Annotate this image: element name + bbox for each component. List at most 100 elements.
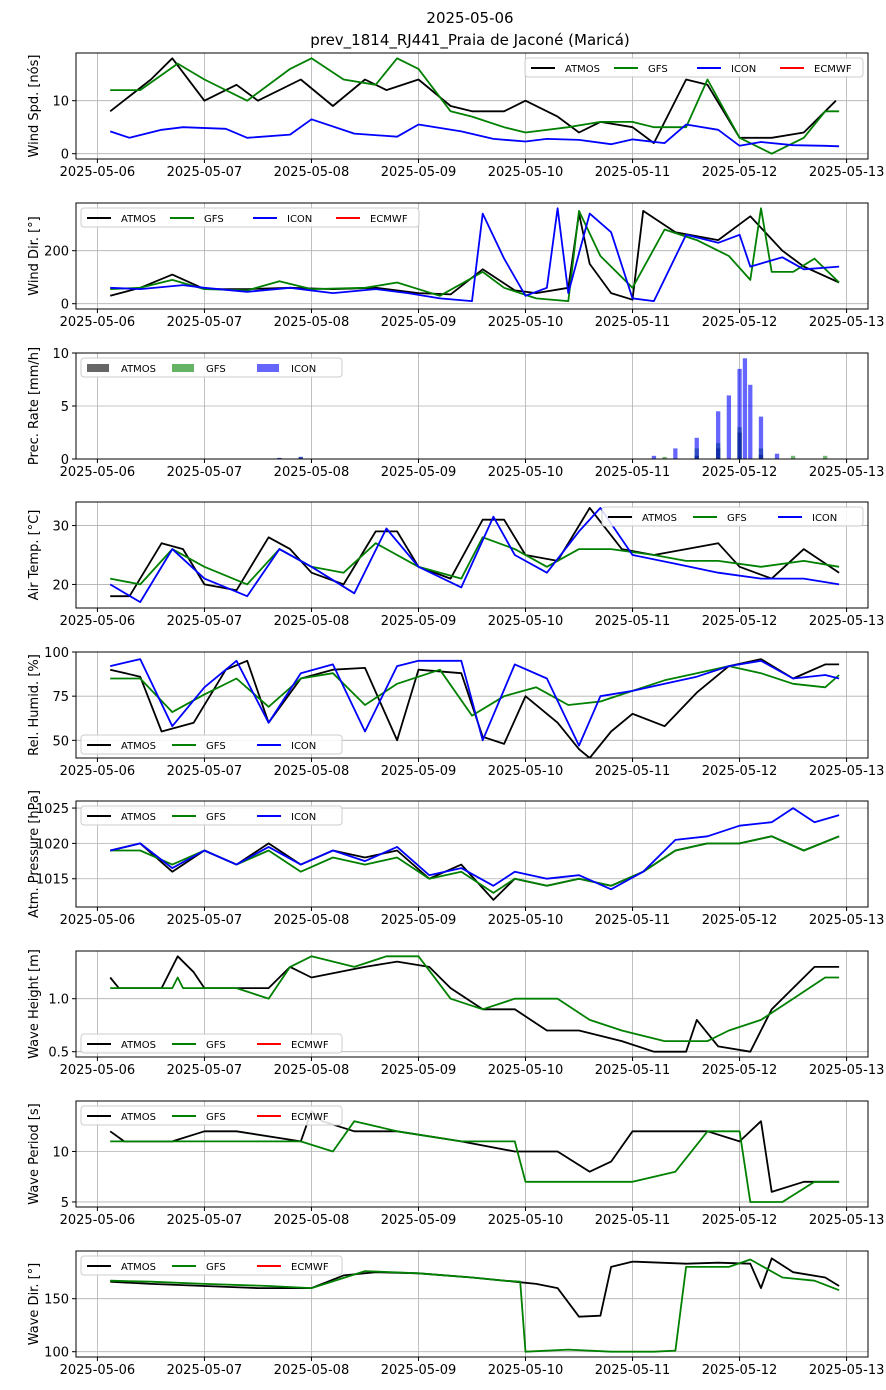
axes-frame xyxy=(75,52,869,160)
legend: ATMOS GFS ECMWF xyxy=(80,1033,343,1054)
series-line-icon xyxy=(110,207,840,302)
legend-label-gfs: GFS xyxy=(206,741,226,752)
x-tick-label: 2025-05-07 xyxy=(167,1213,243,1228)
x-tick-label: 2025-05-09 xyxy=(381,1063,457,1078)
legend-label-icon: ICON xyxy=(812,513,837,524)
axes-frame xyxy=(75,651,869,759)
x-tick-label: 2025-05-13 xyxy=(809,764,885,779)
y-tick-label: 100 xyxy=(44,1346,69,1361)
chart-panel-2: 2025-05-06 2025-05-07 2025-05-08 2025-05-09… xyxy=(27,202,885,330)
y-tick-label: 1025 xyxy=(36,802,69,817)
legend: ATMOS GFS ECMWF xyxy=(80,1105,343,1126)
y-axis-label: Wave Period [s] xyxy=(27,1103,42,1204)
chart-panel-5: 2025-05-06 2025-05-07 2025-05-08 2025-05-09… xyxy=(27,646,884,779)
x-tick-label: 2025-05-07 xyxy=(167,1363,243,1378)
y-tick-label: 200 xyxy=(44,245,69,260)
legend-label-icon: ICON xyxy=(291,741,316,752)
x-tick-label: 2025-05-10 xyxy=(488,913,564,928)
bar-icon xyxy=(716,411,721,459)
y-tick-label: 150 xyxy=(44,1293,69,1308)
y-tick-label: 1020 xyxy=(36,837,69,852)
legend-label-atmos: ATMOS xyxy=(121,741,156,752)
legend: ATMOS GFS ICON xyxy=(80,734,343,755)
x-tick-label: 2025-05-07 xyxy=(167,1063,243,1078)
x-tick-label: 2025-05-06 xyxy=(60,1363,136,1378)
x-tick-label: 2025-05-13 xyxy=(809,165,885,180)
y-axis-label: Wind Dir. [°] xyxy=(27,216,42,296)
x-tick-label: 2025-05-09 xyxy=(381,1213,457,1228)
y-tick-label: 100 xyxy=(44,646,69,661)
plot-area xyxy=(109,658,840,758)
series-line-gfs xyxy=(110,57,840,155)
legend-label-gfs: GFS xyxy=(206,1262,226,1273)
y-tick-label: 1.0 xyxy=(48,993,69,1008)
x-tick-label: 2025-05-09 xyxy=(381,764,457,779)
bar-icon xyxy=(298,456,303,459)
y-tick-label: 5 xyxy=(61,400,69,415)
plot-area xyxy=(109,1110,840,1203)
x-tick-label: 2025-05-09 xyxy=(381,465,457,480)
bar-gfs xyxy=(662,456,667,459)
x-tick-label: 2025-05-12 xyxy=(702,614,778,629)
series-line-icon xyxy=(109,807,840,891)
x-tick-label: 2025-05-13 xyxy=(809,315,885,330)
y-tick-label: 20 xyxy=(52,578,69,593)
figure-title: 2025-05-06 xyxy=(426,9,513,27)
bar-gfs xyxy=(790,455,796,459)
x-tick-label: 2025-05-12 xyxy=(702,913,778,928)
y-tick-label: 50 xyxy=(52,734,69,749)
bar-icon xyxy=(277,457,282,459)
x-tick-label: 2025-05-06 xyxy=(60,465,136,480)
x-tick-label: 2025-05-06 xyxy=(60,913,136,928)
series-line-gfs xyxy=(110,1120,840,1203)
x-tick-label: 2025-05-06 xyxy=(60,315,136,330)
legend-label-atmos: ATMOS xyxy=(121,1262,156,1273)
x-tick-label: 2025-05-13 xyxy=(809,614,885,629)
legend-label-atmos: ATMOS xyxy=(642,513,677,524)
x-tick-label: 2025-05-10 xyxy=(488,1363,564,1378)
x-tick-label: 2025-05-06 xyxy=(60,614,136,629)
x-tick-label: 2025-05-12 xyxy=(702,1363,778,1378)
x-tick-label: 2025-05-08 xyxy=(274,614,350,629)
series-line-atmos xyxy=(109,57,837,144)
axes-frame xyxy=(75,501,869,609)
legend-box xyxy=(601,506,864,527)
x-tick-label: 2025-05-10 xyxy=(488,165,564,180)
x-tick-label: 2025-05-06 xyxy=(60,1213,136,1228)
legend-label-ecmwf: ECMWF xyxy=(291,1112,329,1123)
series-line-gfs xyxy=(110,955,840,1042)
x-tick-label: 2025-05-10 xyxy=(488,465,564,480)
series-line-atmos xyxy=(109,210,840,301)
x-tick-label: 2025-05-10 xyxy=(488,764,564,779)
legend-label-icon: ICON xyxy=(731,64,756,75)
x-tick-label: 2025-05-13 xyxy=(809,1213,885,1228)
x-tick-label: 2025-05-12 xyxy=(702,1213,778,1228)
x-tick-label: 2025-05-13 xyxy=(809,1363,885,1378)
legend-label-atmos: ATMOS xyxy=(121,214,156,225)
y-axis-label: Wave Height [m] xyxy=(27,949,42,1059)
legend-label-gfs: GFS xyxy=(206,1040,226,1051)
x-tick-label: 2025-05-11 xyxy=(595,1063,671,1078)
x-tick-label: 2025-05-11 xyxy=(595,764,671,779)
legend: ATMOS GFS ICON xyxy=(80,357,343,378)
bar-icon xyxy=(673,448,678,459)
x-tick-label: 2025-05-12 xyxy=(702,764,778,779)
x-tick-label: 2025-05-08 xyxy=(274,315,350,330)
series-line-icon xyxy=(109,658,840,747)
x-tick-label: 2025-05-11 xyxy=(595,1213,671,1228)
series-line-gfs xyxy=(110,207,840,302)
series-line-gfs xyxy=(110,835,840,894)
legend-box xyxy=(80,1105,343,1126)
x-tick-label: 2025-05-10 xyxy=(488,1213,564,1228)
legend: ATMOS GFS ECMWF xyxy=(80,1255,343,1276)
bar-icon xyxy=(742,358,748,459)
x-tick-label: 2025-05-09 xyxy=(381,913,457,928)
axes-frame xyxy=(75,1250,869,1358)
bar-icon xyxy=(737,368,742,459)
y-tick-label: 10 xyxy=(52,95,69,110)
x-tick-label: 2025-05-12 xyxy=(702,465,778,480)
chart-panel-6: 2025-05-06 2025-05-07 2025-05-08 2025-05-09… xyxy=(27,790,884,928)
legend-label-atmos: ATMOS xyxy=(121,1112,156,1123)
legend: ATMOS GFS ICON xyxy=(80,805,343,826)
